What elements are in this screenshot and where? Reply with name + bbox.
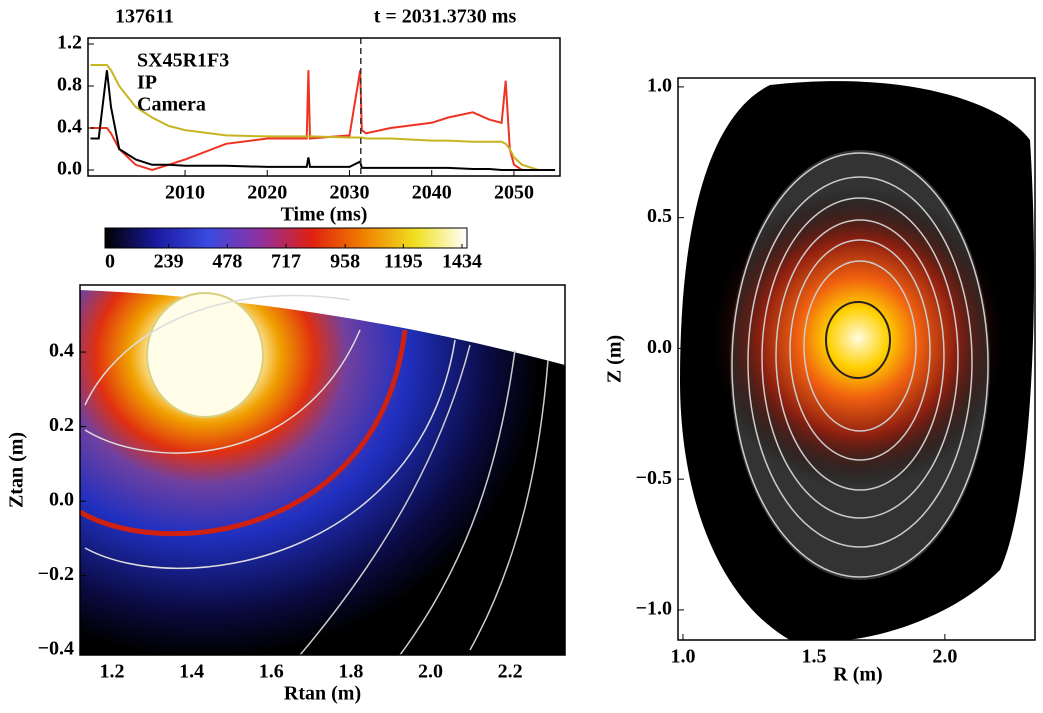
- plot-frame: [79, 284, 566, 656]
- x-tick-label: 2020: [247, 182, 287, 204]
- y-axis-label: Z (m): [604, 335, 626, 383]
- colorbar-tick-label: 478: [212, 251, 242, 273]
- series-line: [90, 64, 556, 171]
- x-tick-label: 1.6: [259, 661, 284, 683]
- x-tick-label: 1.2: [100, 661, 125, 683]
- x-tick-label: 2.0: [932, 646, 957, 668]
- x-tick-label: 1.0: [670, 646, 695, 668]
- x-tick-label: 2.0: [418, 661, 443, 683]
- x-axis-label: Rtan (m): [284, 683, 361, 705]
- y-tick-label: 0.0: [49, 489, 74, 511]
- colorbar-tick-label: 0: [105, 251, 115, 273]
- reconstruction-image: [680, 81, 1035, 640]
- y-tick-label: −1.0: [636, 598, 672, 620]
- colorbar-tick-label: 1434: [442, 251, 482, 273]
- plot-frame: [87, 37, 561, 177]
- colorbar-tick-label: 958: [330, 251, 360, 273]
- y-tick-label: 1.0: [647, 74, 672, 96]
- x-tick-label: 2030: [329, 182, 369, 204]
- chart-subtitle: t = 2031.3730 ms: [374, 6, 517, 28]
- x-tick-label: 2.2: [498, 661, 523, 683]
- series-line: [90, 70, 556, 171]
- y-tick-label: 0.4: [49, 340, 74, 362]
- legend-entry: IP: [137, 72, 157, 94]
- x-tick-label: 1.5: [801, 646, 826, 668]
- y-tick-label: 0.0: [647, 336, 672, 358]
- x-axis-label: Time (ms): [281, 204, 368, 226]
- colorbar-tick-label: 239: [154, 251, 184, 273]
- y-tick-label: 0.8: [57, 74, 82, 96]
- x-tick-label: 2040: [412, 182, 452, 204]
- x-axis-label: R (m): [833, 664, 882, 686]
- y-axis-label: Ztan (m): [6, 432, 28, 508]
- y-tick-label: 0.2: [49, 414, 74, 436]
- plot-frame: [677, 77, 1036, 641]
- y-tick-label: 0.4: [57, 116, 82, 138]
- x-tick-label: 2050: [494, 182, 534, 204]
- y-tick-label: 0.0: [57, 158, 82, 180]
- y-tick-label: −0.4: [38, 638, 74, 660]
- legend-entry: Camera: [137, 94, 206, 116]
- x-tick-label: 2010: [165, 182, 205, 204]
- y-tick-label: −0.5: [636, 467, 672, 489]
- legend-entry: SX45R1F3: [137, 50, 229, 72]
- colorbar-tick-label: 717: [271, 251, 301, 273]
- y-tick-label: −0.2: [38, 563, 74, 585]
- x-tick-label: 1.4: [179, 661, 204, 683]
- x-tick-label: 1.8: [338, 661, 363, 683]
- camera-image: [80, 290, 565, 655]
- colorbar-tick-label: 1195: [384, 251, 423, 273]
- y-tick-label: 1.2: [57, 32, 82, 54]
- chart-title: 137611: [115, 6, 174, 28]
- y-tick-label: 0.5: [647, 205, 672, 227]
